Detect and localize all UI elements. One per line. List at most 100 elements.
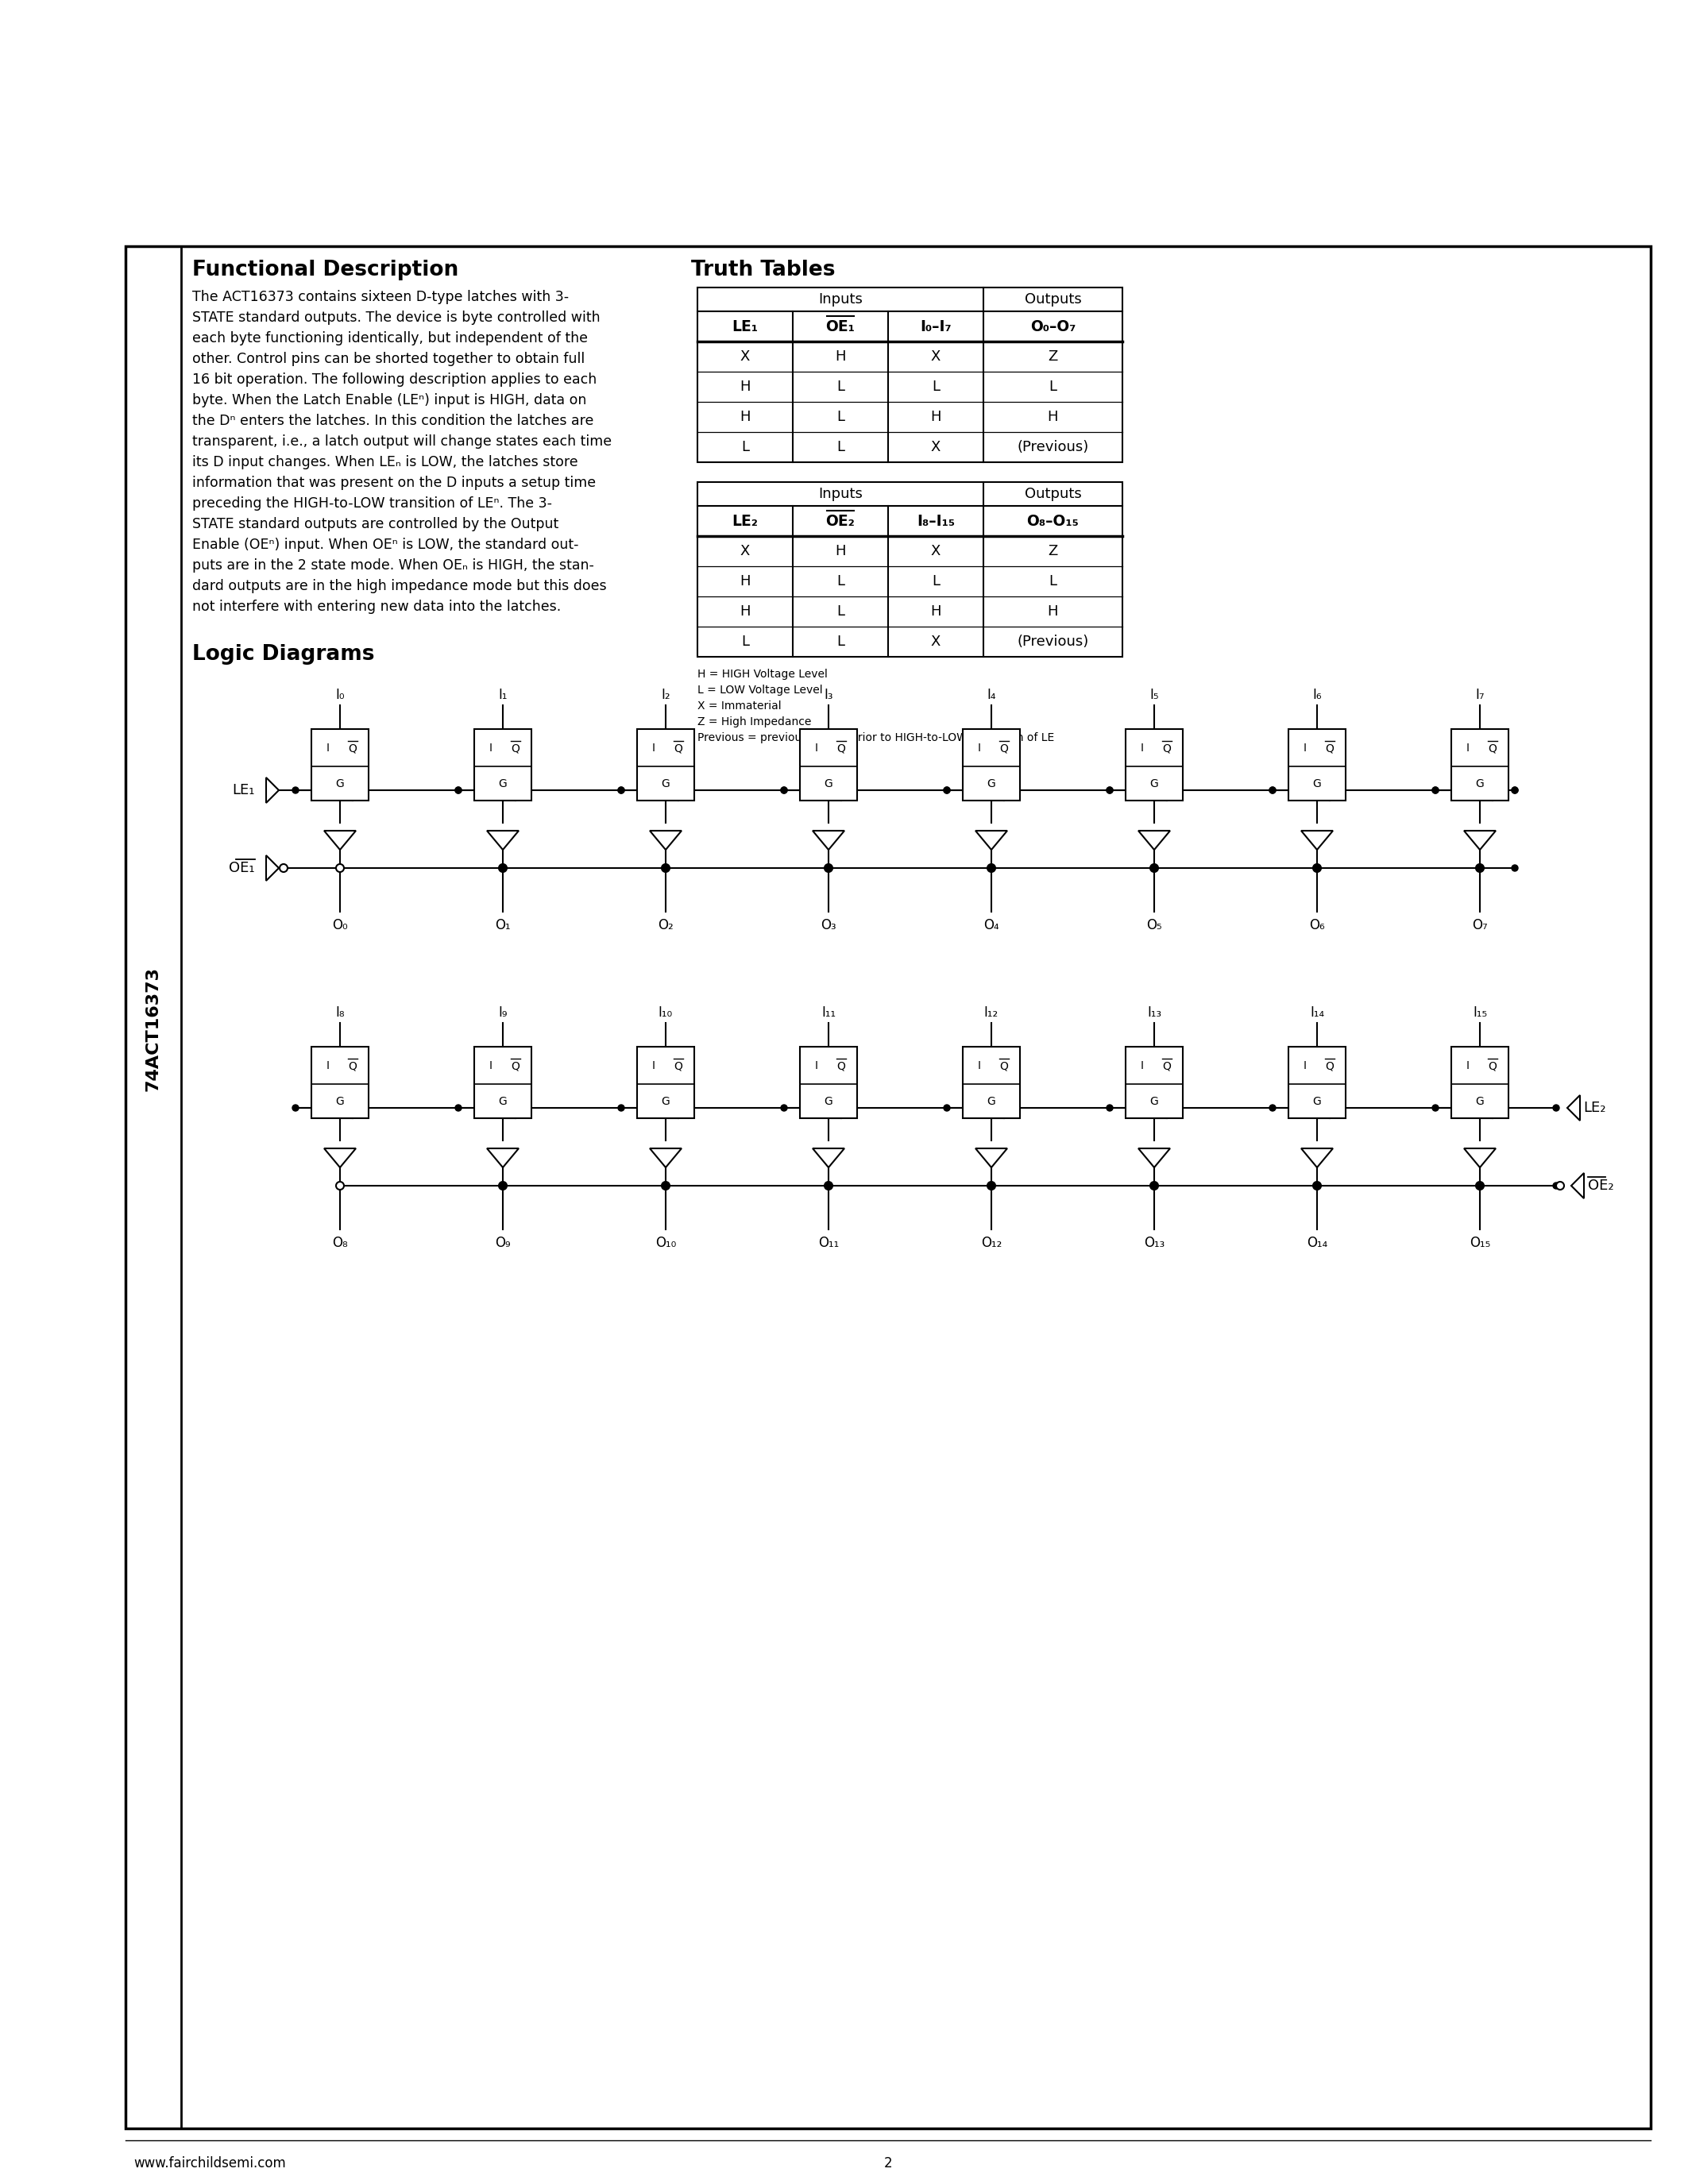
Text: I₁₁: I₁₁ [822, 1005, 836, 1020]
Text: L: L [932, 574, 940, 587]
Text: LE₂: LE₂ [1583, 1101, 1605, 1116]
Text: I: I [1303, 1061, 1307, 1072]
Text: Q: Q [511, 743, 520, 753]
Text: H: H [930, 411, 942, 424]
Text: I₅: I₅ [1150, 688, 1158, 701]
Bar [962, 1046, 1020, 1118]
Text: G: G [1150, 778, 1158, 791]
Text: Outputs: Outputs [1025, 293, 1082, 306]
Text: I₈–I₁₅: I₈–I₁₅ [917, 513, 955, 529]
Text: Z: Z [1048, 544, 1058, 559]
Circle shape [336, 865, 344, 871]
Text: Q: Q [1163, 1061, 1171, 1072]
Text: Q: Q [348, 743, 356, 753]
Polygon shape [650, 1149, 682, 1168]
Circle shape [1431, 1105, 1438, 1112]
Circle shape [500, 1182, 506, 1190]
Bar [800, 729, 858, 802]
Text: Q: Q [1489, 1061, 1497, 1072]
Bar [1126, 729, 1183, 802]
Text: Truth Tables: Truth Tables [690, 260, 836, 280]
Text: H: H [739, 380, 751, 393]
Polygon shape [324, 1149, 356, 1168]
Text: O₁₀: O₁₀ [655, 1236, 677, 1249]
Circle shape [1512, 786, 1518, 793]
Circle shape [944, 786, 950, 793]
Circle shape [1477, 1182, 1484, 1188]
Text: I₁₃: I₁₃ [1148, 1005, 1161, 1020]
Text: I₀–I₇: I₀–I₇ [920, 319, 952, 334]
Text: X: X [739, 544, 749, 559]
Circle shape [1475, 865, 1484, 871]
Text: G: G [336, 1096, 344, 1107]
Bar [800, 1046, 858, 1118]
Text: OE₁: OE₁ [825, 319, 856, 334]
Text: Q: Q [674, 1061, 682, 1072]
Text: G: G [498, 1096, 506, 1107]
Text: preceding the HIGH-to-LOW transition of LEⁿ. The 3-: preceding the HIGH-to-LOW transition of … [192, 496, 552, 511]
Bar [1288, 729, 1345, 802]
Text: Inputs: Inputs [819, 293, 863, 306]
Text: 74ACT16373: 74ACT16373 [145, 965, 162, 1090]
Circle shape [825, 865, 832, 871]
Polygon shape [1301, 830, 1334, 850]
Text: O₂: O₂ [658, 917, 674, 933]
Text: OE₂: OE₂ [1588, 1179, 1614, 1192]
Circle shape [987, 865, 994, 871]
Polygon shape [1301, 1149, 1334, 1168]
Circle shape [500, 865, 506, 871]
Text: H: H [836, 544, 846, 559]
Polygon shape [1463, 830, 1496, 850]
Circle shape [1556, 1182, 1565, 1190]
Polygon shape [267, 856, 279, 880]
Text: Q: Q [511, 1061, 520, 1072]
Text: I: I [1139, 743, 1143, 753]
Text: not interfere with entering new data into the latches.: not interfere with entering new data int… [192, 601, 560, 614]
Text: I: I [977, 1061, 981, 1072]
Polygon shape [976, 830, 1008, 850]
Text: I: I [1465, 1061, 1469, 1072]
Text: The ACT16373 contains sixteen D-type latches with 3-: The ACT16373 contains sixteen D-type lat… [192, 290, 569, 304]
Text: the Dⁿ enters the latches. In this condition the latches are: the Dⁿ enters the latches. In this condi… [192, 413, 594, 428]
Circle shape [500, 865, 506, 871]
Circle shape [1107, 786, 1112, 793]
Text: 16 bit operation. The following description applies to each: 16 bit operation. The following descript… [192, 373, 598, 387]
Text: O₀–O₇: O₀–O₇ [1030, 319, 1075, 334]
Text: other. Control pins can be shorted together to obtain full: other. Control pins can be shorted toget… [192, 352, 584, 367]
Text: H: H [739, 605, 751, 618]
Text: information that was present on the D inputs a setup time: information that was present on the D in… [192, 476, 596, 489]
Text: I₃: I₃ [824, 688, 834, 701]
Text: Q: Q [1325, 743, 1334, 753]
Bar [636, 1046, 694, 1118]
Text: I₇: I₇ [1475, 688, 1484, 701]
Text: Q: Q [1489, 743, 1497, 753]
Circle shape [944, 786, 950, 793]
Text: I: I [488, 743, 491, 753]
Text: G: G [987, 778, 996, 791]
Polygon shape [1463, 1149, 1496, 1168]
Text: I: I [488, 1061, 491, 1072]
Circle shape [456, 1105, 461, 1112]
Polygon shape [1138, 830, 1170, 850]
Text: LE₂: LE₂ [733, 513, 758, 529]
Text: O₅: O₅ [1146, 917, 1161, 933]
Text: I: I [977, 743, 981, 753]
Text: L: L [1048, 574, 1057, 587]
Text: G: G [336, 778, 344, 791]
Text: L: L [837, 411, 844, 424]
Circle shape [1150, 865, 1158, 871]
Polygon shape [267, 778, 279, 804]
Circle shape [662, 1182, 668, 1188]
Text: Logic Diagrams: Logic Diagrams [192, 644, 375, 664]
Text: I: I [1303, 743, 1307, 753]
Text: Q: Q [999, 743, 1008, 753]
Circle shape [1269, 786, 1276, 793]
Text: X: X [739, 349, 749, 365]
Circle shape [456, 786, 461, 793]
Text: L: L [741, 636, 749, 649]
Bar [1452, 729, 1509, 802]
Text: X: X [930, 439, 940, 454]
Text: I: I [326, 743, 329, 753]
Circle shape [662, 1182, 670, 1190]
Text: L: L [1048, 380, 1057, 393]
